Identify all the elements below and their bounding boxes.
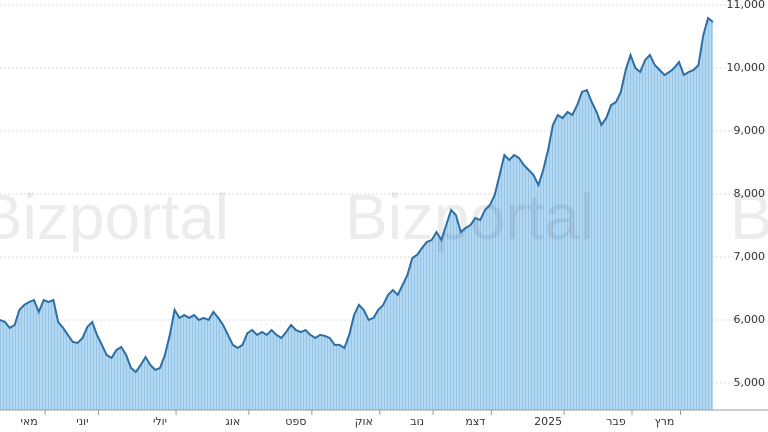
y-tick-label: 7,000 [734, 250, 766, 263]
x-tick-label: אוג [225, 415, 240, 428]
y-tick-label: 11,000 [727, 0, 766, 11]
x-tick-label: מרץ [655, 415, 675, 428]
line [0, 16, 714, 374]
watermark: Bizportal [730, 181, 768, 253]
watermark: Bizportal [345, 181, 594, 253]
x-tick-label: יולי [153, 415, 167, 428]
x-tick-label: דצמ [465, 415, 485, 428]
x-tick-label: פבר [606, 415, 626, 428]
y-tick-label: 6,000 [734, 313, 766, 326]
area [0, 18, 713, 410]
x-tick-label: ספט [285, 415, 306, 428]
x-tick-label: יוני [76, 415, 88, 428]
y-tick-label: 5,000 [734, 376, 766, 389]
y-tick-label: 9,000 [734, 124, 766, 137]
x-tick-label: אוק [355, 415, 373, 428]
y-tick-label: 10,000 [727, 61, 766, 74]
x-tick-label: נוב [410, 415, 424, 428]
x-tick-label: מאי [20, 415, 37, 428]
watermark: Bizportal [0, 181, 229, 253]
x-tick-label: 2025 [534, 415, 562, 428]
y-tick-label: 8,000 [734, 187, 766, 200]
